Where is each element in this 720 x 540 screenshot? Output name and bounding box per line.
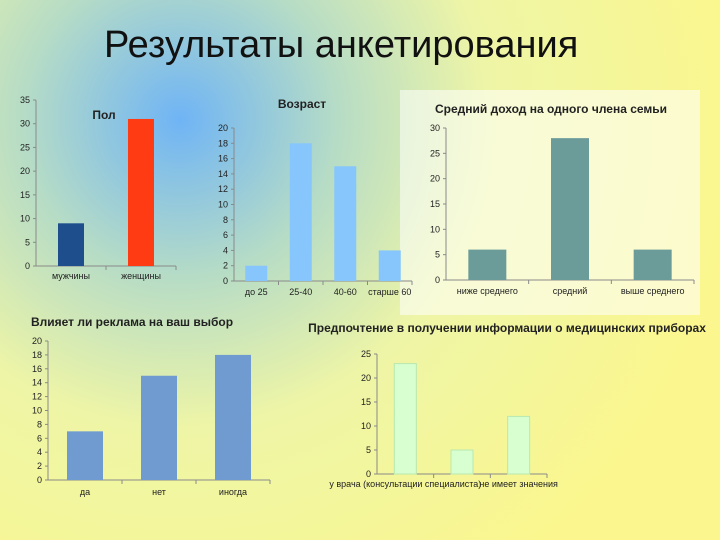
bar <box>128 118 154 266</box>
y-tick-label: 20 <box>20 166 30 176</box>
y-tick-label: 10 <box>32 406 42 416</box>
chart-age: Возраст 0 2 4 6 8 10 12 14 16 18 20 до 25 25-40 40-60 с… <box>218 97 413 297</box>
y-tick-label: 18 <box>32 350 42 360</box>
y-tick-label: 15 <box>20 190 30 200</box>
x-category-label: мужчины <box>52 271 90 281</box>
x-category-label: средний <box>553 286 588 296</box>
chart-info-preference: Предпочтение в получении информации о ме… <box>308 321 706 489</box>
y-tick-label: 0 <box>37 475 42 485</box>
y-tick-label: 12 <box>218 184 228 194</box>
bar <box>289 143 312 281</box>
x-category-label: выше среднего <box>621 286 685 296</box>
chart-title: Пол <box>92 108 115 122</box>
y-tick-label: 18 <box>218 138 228 148</box>
y-tick-label: 25 <box>20 142 30 152</box>
bar <box>215 354 251 480</box>
x-category-label: 25-40 <box>289 287 312 297</box>
y-tick-label: 8 <box>37 419 42 429</box>
chart-advertising: Влияет ли реклама на ваш выбор 0 2 4 6 8 10 12 1… <box>31 315 271 497</box>
y-tick-label: 5 <box>435 250 440 260</box>
y-tick-label: 0 <box>366 469 371 479</box>
y-tick-label: 25 <box>361 349 371 359</box>
y-tick-label: 4 <box>37 447 42 457</box>
y-tick-label: 0 <box>223 276 228 286</box>
y-tick-label: 20 <box>32 336 42 346</box>
y-tick-label: 10 <box>361 421 371 431</box>
y-tick-label: 2 <box>223 261 228 271</box>
x-category-label: нет <box>152 487 166 497</box>
y-tick-label: 20 <box>218 123 228 133</box>
x-category-label: до 25 <box>245 287 268 297</box>
bar <box>141 375 177 480</box>
y-tick-label: 16 <box>32 364 42 374</box>
bar <box>551 138 589 280</box>
y-tick-label: 20 <box>361 373 371 383</box>
y-tick-label: 0 <box>25 261 30 271</box>
x-category-label: женщины <box>121 271 161 281</box>
y-tick-label: 0 <box>435 275 440 285</box>
y-tick-label: 35 <box>20 95 30 105</box>
bar <box>58 223 84 266</box>
bar <box>245 265 268 281</box>
y-tick-label: 30 <box>430 123 440 133</box>
bar <box>378 250 401 281</box>
y-tick-label: 8 <box>223 215 228 225</box>
y-tick-label: 16 <box>218 154 228 164</box>
y-tick-label: 14 <box>218 169 228 179</box>
x-category-label: 40-60 <box>334 287 357 297</box>
bar <box>334 166 357 281</box>
y-tick-label: 5 <box>366 445 371 455</box>
x-category-label: ниже среднего <box>457 286 518 296</box>
y-tick-label: 14 <box>32 378 42 388</box>
y-tick-label: 4 <box>223 245 228 255</box>
y-tick-label: 25 <box>430 148 440 158</box>
x-category-label: старше 60 <box>368 287 411 297</box>
bar <box>633 249 672 280</box>
bar <box>450 449 474 475</box>
y-tick-label: 15 <box>361 397 371 407</box>
x-category-label: да <box>80 487 90 497</box>
y-tick-label: 10 <box>218 200 228 210</box>
x-category-label: не имеет значения <box>479 479 558 489</box>
chart-title: Средний доход на одного члена семьи <box>435 102 667 116</box>
bar <box>67 431 103 480</box>
bar <box>507 415 531 475</box>
y-tick-label: 30 <box>20 119 30 129</box>
bar <box>393 363 417 475</box>
y-tick-label: 12 <box>32 392 42 402</box>
x-category-label: иногда <box>219 487 247 497</box>
chart-title: Влияет ли реклама на ваш выбор <box>31 315 233 329</box>
y-tick-label: 5 <box>25 237 30 247</box>
x-category-label: у врача (консультации специалиста) <box>329 479 481 489</box>
chart-title: Возраст <box>278 97 326 111</box>
y-tick-label: 15 <box>430 199 440 209</box>
y-tick-label: 20 <box>430 174 440 184</box>
y-tick-label: 6 <box>37 433 42 443</box>
y-tick-label: 2 <box>37 461 42 471</box>
y-tick-label: 6 <box>223 230 228 240</box>
y-tick-label: 10 <box>20 214 30 224</box>
y-tick-label: 10 <box>430 224 440 234</box>
chart-income: Средний доход на одного члена семьи 0 5 10 1… <box>430 102 695 296</box>
chart-title: Предпочтение в получении информации о ме… <box>308 321 706 335</box>
bar <box>468 249 507 280</box>
page-title: Результаты анкетирования <box>104 24 579 66</box>
chart-gender: Пол 0 5 10 15 20 25 30 35 мужчины женщины <box>20 95 177 281</box>
